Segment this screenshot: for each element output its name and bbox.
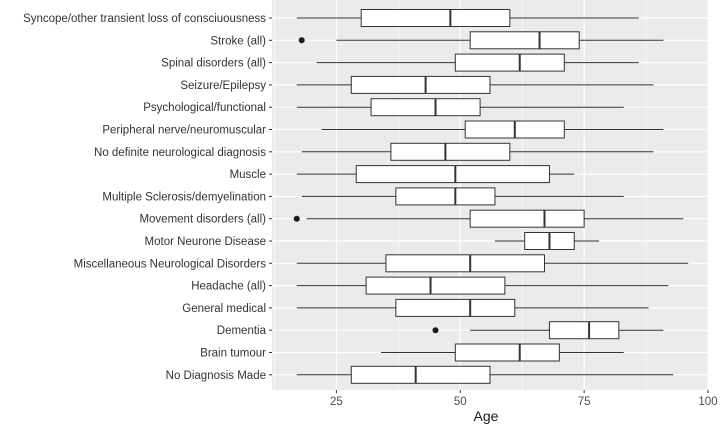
box: [298, 31, 664, 50]
category-label: Motor Neurone Disease: [145, 236, 266, 248]
box-iqr: [350, 365, 491, 384]
box-iqr: [350, 75, 491, 94]
box: [293, 209, 684, 228]
box: [296, 98, 624, 117]
box: [296, 365, 674, 384]
category-label: Syncope/other transient loss of consciuo…: [23, 13, 266, 25]
category-labels: Syncope/other transient loss of consciuo…: [23, 13, 272, 382]
box: [381, 343, 624, 362]
x-tick-label: 75: [578, 396, 591, 408]
box-iqr: [355, 165, 550, 184]
x-tick-label: 50: [454, 396, 467, 408]
category-label: Multiple Sclerosis/demyelination: [102, 191, 266, 203]
box: [316, 53, 639, 72]
category-label: Movement disorders (all): [139, 214, 266, 226]
box-iqr: [469, 31, 580, 50]
box-iqr: [469, 209, 585, 228]
category-label: Stroke (all): [210, 35, 266, 47]
box: [301, 142, 654, 161]
box-iqr: [390, 142, 511, 161]
box-iqr: [454, 53, 565, 72]
category-label: Spinal disorders (all): [161, 58, 266, 70]
outlier-point: [432, 327, 439, 334]
box-iqr: [385, 254, 546, 273]
category-label: Miscellaneous Neurological Disorders: [74, 258, 267, 270]
x-axis-ticks: 25 50 75 100: [330, 390, 718, 408]
box-iqr: [395, 298, 516, 317]
category-label: No definite neurological diagnosis: [94, 147, 266, 159]
category-label: Dementia: [217, 325, 267, 337]
category-label: Muscle: [230, 169, 266, 181]
box: [296, 9, 639, 27]
box: [301, 187, 624, 206]
box: [296, 298, 649, 317]
x-tick-label: 100: [698, 396, 717, 408]
box: [296, 254, 689, 273]
box-iqr: [370, 98, 481, 117]
box: [494, 232, 599, 250]
box: [321, 120, 664, 139]
category-label: General medical: [182, 303, 266, 315]
box: [432, 321, 664, 340]
x-axis-title: Age: [474, 408, 499, 424]
category-label: No Diagnosis Made: [166, 370, 266, 382]
box: [296, 75, 654, 94]
box-series: [293, 9, 689, 384]
category-label: Peripheral nerve/neuromuscular: [102, 125, 266, 137]
category-label: Psychological/functional: [143, 102, 266, 114]
outlier-point: [298, 37, 305, 44]
box-iqr: [548, 321, 620, 340]
category-label: Headache (all): [191, 281, 266, 293]
box: [296, 276, 669, 295]
box-iqr: [454, 343, 560, 362]
category-label: Seizure/Epilepsy: [180, 80, 266, 92]
box-iqr: [360, 9, 511, 27]
box-iqr: [365, 276, 506, 295]
x-tick-label: 25: [330, 396, 343, 408]
outlier-point: [293, 215, 300, 222]
box: [296, 165, 575, 184]
category-label: Brain tumour: [200, 348, 266, 360]
box-iqr: [395, 187, 496, 206]
